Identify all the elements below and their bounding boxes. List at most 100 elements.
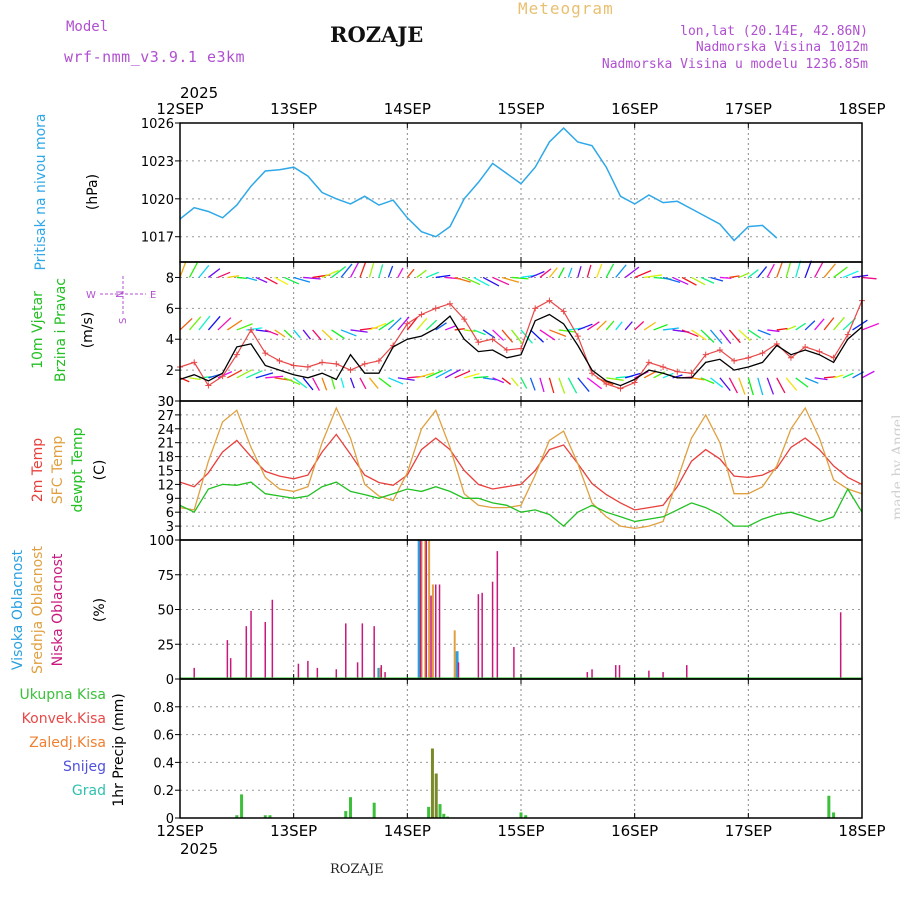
wind-gust-marker [432, 305, 439, 312]
wind-barb [406, 316, 419, 331]
precip-ytick-label: 0.6 [153, 729, 174, 744]
wind-barb [293, 329, 301, 339]
wind-barb [492, 377, 505, 384]
cloud-low-bar [457, 662, 460, 679]
precip-bar [827, 795, 831, 818]
wind-barb [625, 372, 641, 379]
chart-title: Meteogram [518, 0, 614, 18]
wind-barb [653, 323, 668, 331]
wind-barb [738, 329, 751, 342]
cloud-low-bar [477, 594, 480, 679]
precip-bar [268, 815, 272, 818]
wind-barb [776, 261, 783, 278]
wind-barb [217, 271, 231, 279]
precip-bar [344, 811, 348, 818]
wind-barb [624, 266, 640, 278]
wind-gust-marker [404, 320, 411, 327]
wind-barb [586, 321, 600, 331]
wind-barb [558, 267, 565, 278]
precip-ytick-label: 0.4 [153, 756, 174, 771]
wind-barb [227, 319, 243, 331]
wind-gust-marker [759, 350, 766, 357]
wind-barb [340, 263, 353, 278]
wind-gust-marker [276, 357, 283, 364]
wind-gust-marker [361, 360, 368, 367]
wind-barb [368, 263, 375, 278]
wind-barb [283, 329, 293, 339]
cloud-low-bar [361, 623, 364, 679]
wind-gust-marker [716, 347, 723, 354]
wind-ytick-label: 0 [166, 395, 174, 410]
time-year-bottom: 2025 [180, 840, 218, 858]
wind-barb [539, 377, 545, 393]
wind-barb [804, 377, 819, 384]
cloud-ylabel: (%) [92, 598, 108, 622]
wind-barb [444, 325, 457, 331]
cloud-mid-bar [424, 540, 427, 679]
wind-gust-marker [816, 348, 823, 355]
wind-barb [511, 276, 529, 280]
cloud-low-bar [264, 622, 266, 679]
wind-barb [558, 377, 566, 394]
temperature-ytick-label: 30 [157, 395, 174, 410]
cloud-low-bar [419, 540, 422, 679]
cloud-low-bar [435, 584, 437, 679]
wind-barb [312, 377, 321, 391]
time-tick-top: 15SEP [497, 100, 544, 118]
wind-barb [691, 276, 706, 286]
wind-barb [255, 372, 274, 379]
wind-barb [548, 377, 555, 394]
wind-barb [596, 263, 603, 278]
cloud-mid-bar [431, 584, 434, 679]
wind-barb [435, 274, 451, 279]
clouds-ytick-label: 25 [157, 638, 174, 653]
pressure-ylabel: (hPa) [85, 174, 101, 210]
wind-barb [321, 329, 334, 341]
temp-ylabel: (C) [92, 460, 108, 481]
temp-title-2m: 2m Temp [30, 438, 46, 502]
wind-barb [350, 329, 368, 333]
wind-barb [340, 329, 357, 337]
wind-barb [454, 328, 465, 331]
temperature-ytick-label: 15 [157, 465, 174, 480]
wind-barb [463, 372, 480, 379]
precip-bar [524, 815, 528, 818]
wind-gust-marker [532, 305, 539, 312]
clouds-ytick-label: 0 [166, 673, 174, 688]
wind-barb [700, 276, 715, 284]
wind-barb [520, 377, 528, 389]
time-tick-top: 18SEP [838, 100, 885, 118]
cloud-mid-bar [453, 630, 456, 679]
wind-barb [265, 329, 279, 336]
time-tick-top: 13SEP [270, 100, 317, 118]
wind-gust-marker [702, 351, 709, 358]
temperature-ytick-label: 3 [166, 520, 174, 535]
precip-bar [263, 815, 267, 818]
wind-barb [227, 369, 243, 379]
wind-barb [710, 377, 724, 388]
temp-dewpt-line [179, 481, 863, 527]
wind-barb [454, 276, 471, 283]
wind-barb [729, 275, 740, 279]
temperature-ytick-label: 12 [157, 478, 174, 493]
temperature-ytick-label: 9 [166, 492, 174, 507]
wind-barb [719, 276, 732, 280]
cloud-low-bar [316, 667, 319, 679]
wind-gust-marker [489, 336, 496, 343]
wind-barb [596, 320, 607, 331]
precip-ytick-label: 0.2 [153, 784, 174, 799]
precip-legend-0: Ukupna Kisa [19, 687, 106, 703]
wind-barb [236, 276, 248, 280]
wind-barb [710, 276, 724, 282]
precip-ylabel: 1hr Precip (mm) [111, 693, 127, 806]
wind-barb [283, 377, 301, 386]
wind-barb [483, 377, 497, 381]
wind-barb [188, 316, 202, 331]
temp-title-dewpt: dewpt Temp [70, 427, 86, 512]
cloud-low-bar [384, 672, 386, 679]
wind-barb [767, 329, 780, 333]
precip-ytick-label: 0 [166, 812, 174, 827]
wind-barb [757, 377, 764, 396]
precip-bar [235, 815, 239, 818]
